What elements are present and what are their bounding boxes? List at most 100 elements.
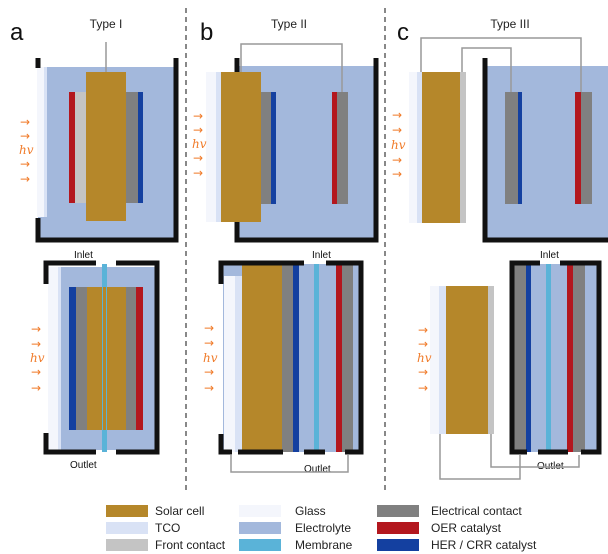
legend-label-her-crr-catalyst: HER / CRR catalyst bbox=[431, 538, 537, 552]
svg-text:→: → bbox=[392, 153, 402, 167]
solar-cell bbox=[221, 72, 261, 222]
oer-catalyst bbox=[567, 264, 573, 452]
svg-text:→: → bbox=[392, 167, 402, 181]
panel-a-bottom-cell: Inlet Outlet bbox=[43, 250, 160, 471]
legend: Solar cell TCO Front contact Glass Elect… bbox=[106, 504, 537, 552]
outlet-label: Outlet bbox=[304, 464, 331, 475]
legend-swatch-electrical-contact bbox=[377, 505, 419, 517]
membrane bbox=[546, 264, 551, 452]
tco-layer bbox=[44, 67, 47, 217]
electrical-contact bbox=[514, 264, 526, 452]
solar-cell bbox=[86, 72, 126, 221]
wire bbox=[439, 434, 521, 480]
inlet-label: Inlet bbox=[540, 250, 559, 261]
panel-b-light-bottom: → → hv → → bbox=[203, 321, 218, 395]
panel-c-title: Type III bbox=[490, 17, 529, 31]
panel-a-title: Type I bbox=[90, 17, 123, 31]
legend-swatch-solar-cell bbox=[106, 505, 148, 517]
svg-text:→: → bbox=[193, 166, 203, 180]
panel-b-title: Type II bbox=[271, 17, 307, 31]
legend-swatch-front-contact bbox=[106, 539, 148, 551]
hv-label: hv bbox=[30, 351, 45, 365]
oer-catalyst bbox=[136, 287, 143, 430]
svg-text:→: → bbox=[20, 172, 30, 186]
legend-swatch-glass bbox=[239, 505, 281, 517]
panel-c-letter: c bbox=[397, 19, 409, 46]
electrical-contact bbox=[573, 264, 585, 452]
solar-cell bbox=[242, 264, 282, 452]
svg-text:→: → bbox=[204, 321, 214, 335]
electrical-contact bbox=[76, 287, 87, 430]
svg-text:→: → bbox=[20, 115, 30, 129]
svg-text:→: → bbox=[418, 381, 428, 395]
panel-b-bottom-cell: Inlet Outlet bbox=[218, 250, 364, 475]
legend-swatch-membrane bbox=[239, 539, 281, 551]
glass-window bbox=[48, 267, 58, 450]
oer-catalyst bbox=[575, 92, 581, 204]
panel-b-letter: b bbox=[200, 19, 213, 46]
inlet-label: Inlet bbox=[312, 250, 331, 261]
cell-wall bbox=[234, 58, 379, 243]
her-catalyst bbox=[293, 264, 299, 452]
legend-swatch-oer-catalyst bbox=[377, 522, 419, 534]
front-contact bbox=[460, 72, 466, 223]
tco-layer bbox=[235, 276, 242, 452]
wire bbox=[240, 43, 343, 92]
front-contact bbox=[488, 286, 494, 434]
her-catalyst bbox=[526, 264, 531, 452]
panel-c-light-top: → → hv → → bbox=[391, 108, 406, 181]
cell-wall bbox=[43, 260, 160, 455]
inlet-label: Inlet bbox=[74, 250, 93, 261]
wire bbox=[490, 434, 580, 468]
tco-layer bbox=[439, 286, 446, 434]
solar-cell bbox=[446, 286, 488, 434]
oer-catalyst bbox=[336, 264, 342, 452]
svg-text:→: → bbox=[204, 381, 214, 395]
svg-text:→: → bbox=[193, 123, 203, 137]
hv-label: hv bbox=[391, 138, 406, 152]
legend-label-oer-catalyst: OER catalyst bbox=[431, 521, 502, 535]
tco-layer bbox=[417, 72, 422, 223]
her-catalyst bbox=[271, 92, 276, 204]
svg-text:→: → bbox=[31, 365, 41, 379]
panel-a-letter: a bbox=[10, 19, 24, 46]
legend-label-membrane: Membrane bbox=[295, 538, 353, 552]
tco-layer bbox=[58, 267, 61, 450]
her-catalyst bbox=[69, 287, 76, 430]
panel-b: b Type II → → hv → → Inlet Outlet bbox=[192, 17, 379, 475]
svg-text:→: → bbox=[392, 123, 402, 137]
panel-c-light-bottom: → → hv → → bbox=[417, 323, 432, 395]
legend-label-electrolyte: Electrolyte bbox=[295, 521, 351, 535]
svg-text:→: → bbox=[31, 322, 41, 336]
svg-text:→: → bbox=[31, 337, 41, 351]
legend-label-solar-cell: Solar cell bbox=[155, 504, 204, 518]
hv-label: hv bbox=[417, 351, 432, 365]
oer-catalyst bbox=[69, 92, 75, 203]
hv-label: hv bbox=[19, 143, 34, 157]
panel-c: c Type III → → hv → → Inlet Outlet bbox=[391, 17, 608, 480]
svg-text:→: → bbox=[193, 109, 203, 123]
panel-a-top-cell bbox=[35, 42, 179, 243]
legend-label-electrical-contact: Electrical contact bbox=[431, 504, 522, 518]
svg-text:→: → bbox=[31, 381, 41, 395]
legend-label-tco: TCO bbox=[155, 521, 180, 535]
legend-label-front-contact: Front contact bbox=[155, 538, 226, 552]
membrane bbox=[314, 264, 319, 452]
panel-c-top-cell bbox=[409, 37, 608, 243]
electrical-contact bbox=[126, 287, 136, 430]
tco-layer bbox=[216, 72, 221, 222]
panel-a-light-bottom: → → hv → → bbox=[30, 322, 45, 395]
cell-wall bbox=[35, 58, 179, 243]
glass-window bbox=[409, 72, 417, 223]
panel-c-bottom-cell: Inlet Outlet bbox=[430, 250, 602, 480]
glass-window bbox=[430, 286, 439, 434]
electrical-contact bbox=[581, 92, 592, 204]
electrical-contact bbox=[342, 264, 353, 452]
solar-cell bbox=[422, 72, 460, 223]
wire bbox=[230, 455, 349, 473]
electrical-contact bbox=[261, 92, 271, 204]
glass-window bbox=[224, 276, 235, 452]
outlet-label: Outlet bbox=[70, 460, 97, 471]
svg-text:→: → bbox=[204, 336, 214, 350]
